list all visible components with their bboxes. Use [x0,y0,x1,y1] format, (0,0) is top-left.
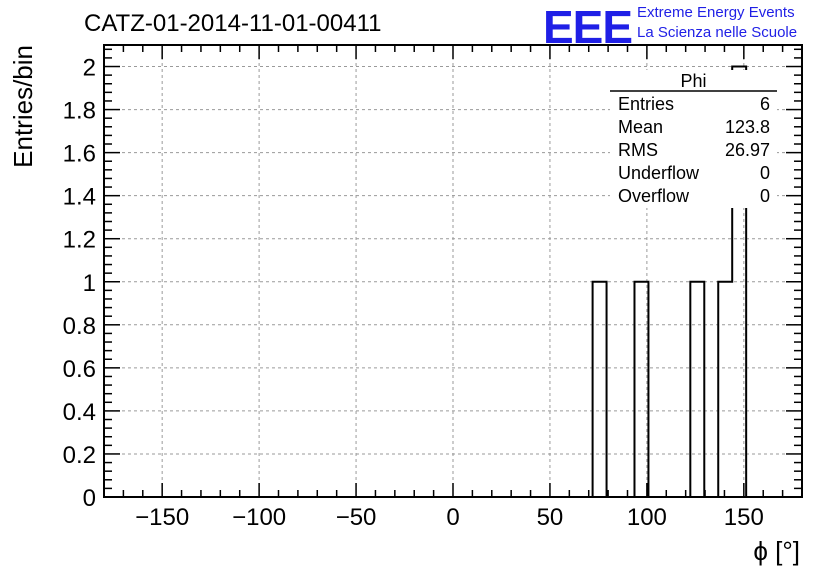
stats-title: Phi [680,71,706,91]
x-tick-label: 100 [627,504,667,531]
y-tick-label: 1 [83,270,96,297]
stats-box [610,70,777,208]
stats-row-label: RMS [618,140,658,160]
logo-line-2: La Scienza nelle Scuole [637,24,798,41]
y-tick-label: 0 [83,485,96,512]
y-tick-label: 0.4 [63,399,96,426]
x-tick-label: 150 [724,504,764,531]
stats-row-value: 26.97 [725,140,770,160]
x-tick-label: −150 [135,504,189,531]
stats-row-value: 0 [760,163,770,183]
y-tick-label: 2 [83,55,96,82]
histogram-bin [593,282,607,497]
y-tick-label: 1.4 [63,184,96,211]
y-tick-label: 0.2 [63,442,96,469]
stats-row-value: 0 [760,186,770,206]
y-axis-label: Entries/bin [8,45,38,168]
stats-row-value: 6 [760,94,770,114]
histogram-bin [718,282,732,497]
y-tick-label: 1.2 [63,227,96,254]
x-tick-label: 0 [446,504,459,531]
y-tick-label: 0.6 [63,356,96,383]
y-tick-label: 1.6 [63,141,96,168]
logo-line-1: Extreme Energy Events [637,4,795,21]
stats-row-label: Entries [618,94,674,114]
histogram-bin [690,282,704,497]
chart-title: CATZ-01-2014-11-01-00411 [84,10,382,37]
x-tick-label: 50 [537,504,564,531]
histogram-bin [634,282,648,497]
stats-row-label: Underflow [618,163,700,183]
histogram-outline [591,65,748,497]
y-tick-label: 0.8 [63,313,96,340]
stats-row-label: Overflow [618,186,690,206]
stats-row-label: Mean [618,117,663,137]
x-tick-label: −100 [232,504,286,531]
stats-row-value: 123.8 [725,117,770,137]
y-tick-label: 1.8 [63,98,96,125]
x-axis-label: ϕ [°] [753,536,800,566]
x-tick-label: −50 [336,504,377,531]
